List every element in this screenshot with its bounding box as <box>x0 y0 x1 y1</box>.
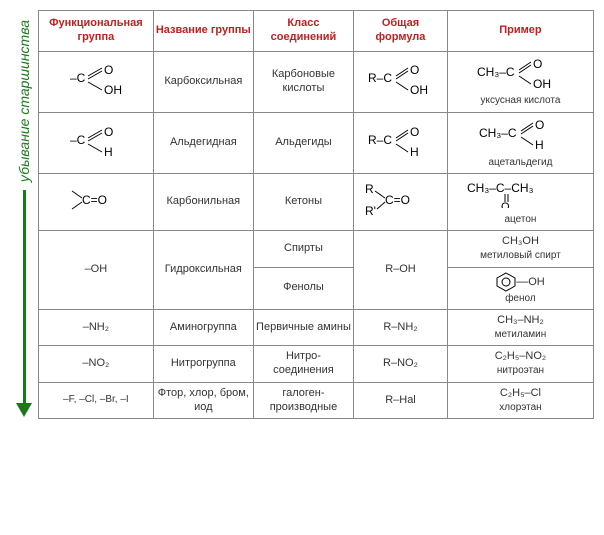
cell-general: R–Hal <box>354 382 448 419</box>
cell-group-name: Альдегидная <box>153 112 253 173</box>
functional-groups-table: Функциональная группа Название группы Кл… <box>38 10 594 419</box>
cell-func-group: C=O <box>39 174 154 231</box>
svg-text:H: H <box>535 138 544 151</box>
example-caption: метиловый спирт <box>450 250 591 263</box>
header-compound-class: Класс соединений <box>253 11 353 52</box>
example-formula: CH₃OH <box>450 235 591 249</box>
example-caption: фенол <box>450 293 591 306</box>
cell-func-group: –F, –Cl, –Br, –I <box>39 382 154 419</box>
example-caption: хлорэтан <box>450 402 591 415</box>
cell-example: CH₃–C O OH уксусная кислота <box>447 51 593 112</box>
svg-text:CH₃–C–CH₃: CH₃–C–CH₃ <box>467 181 534 195</box>
header-group-name: Название группы <box>153 11 253 52</box>
cell-func-group: –NO₂ <box>39 346 154 383</box>
example-caption: метиламин <box>450 329 591 342</box>
cell-general: R R' C=O <box>354 174 448 231</box>
cell-class-name: Фенолы <box>253 267 353 310</box>
cell-group-name: Карбонильная <box>153 174 253 231</box>
cell-class-name: Карбоновые кислоты <box>253 51 353 112</box>
svg-text:C=O: C=O <box>385 193 410 207</box>
cell-general: R–NO₂ <box>354 346 448 383</box>
svg-text:–C: –C <box>70 71 86 85</box>
example-formula: CH₃–NH₂ <box>450 314 591 328</box>
svg-text:O: O <box>501 201 510 208</box>
row-nitro: –NO₂ Нитрогруппа Нитро-соединения R–NO₂ … <box>39 346 594 383</box>
phenol-oh: OH <box>528 275 545 287</box>
cell-example: C₂H₅–NO₂ нитроэтан <box>447 346 593 383</box>
svg-text:R–C: R–C <box>368 71 392 85</box>
svg-text:O: O <box>410 125 419 139</box>
arrow-label: убывание старшинства <box>16 20 32 182</box>
cell-class-name: галоген-производные <box>253 382 353 419</box>
cell-general: R–OH <box>354 231 448 310</box>
cell-group-name: Карбоксильная <box>153 51 253 112</box>
example-formula: C₂H₅–NO₂ <box>450 350 591 364</box>
example-caption: уксусная кислота <box>450 95 591 108</box>
benzene-icon <box>496 272 516 292</box>
table-header-row: Функциональная группа Название группы Кл… <box>39 11 594 52</box>
row-halogen: –F, –Cl, –Br, –I Фтор, хлор, бром, иод г… <box>39 382 594 419</box>
svg-text:C=O: C=O <box>82 193 107 207</box>
cell-func-group: –C O OH <box>39 51 154 112</box>
cell-class-name: Нитро-соединения <box>253 346 353 383</box>
svg-text:O: O <box>535 118 544 132</box>
cell-group-name: Аминогруппа <box>153 310 253 346</box>
svg-text:R': R' <box>365 204 376 217</box>
cell-group-name: Гидроксильная <box>153 231 253 310</box>
cooh-icon: –C O OH <box>68 62 124 96</box>
cell-func-group: –C O H <box>39 112 154 173</box>
seniority-arrow: убывание старшинства <box>10 10 38 419</box>
example-caption: нитроэтан <box>450 365 591 378</box>
row-amino: –NH₂ Аминогруппа Первичные амины R–NH₂ C… <box>39 310 594 346</box>
cell-class-name: Альдегиды <box>253 112 353 173</box>
svg-text:O: O <box>104 125 113 139</box>
cell-example: CH₃–C–CH₃ O ацетон <box>447 174 593 231</box>
cell-group-name: Нитрогруппа <box>153 346 253 383</box>
svg-text:CH₃–C: CH₃–C <box>477 65 515 79</box>
cell-example: —OH фенол <box>447 267 593 310</box>
example-caption: ацетальдегид <box>450 157 591 170</box>
svg-text:H: H <box>104 145 113 158</box>
svg-text:R: R <box>365 183 374 196</box>
svg-text:OH: OH <box>104 83 122 96</box>
cell-example: CH₃–C O H ацетальдегид <box>447 112 593 173</box>
cell-class-name: Кетоны <box>253 174 353 231</box>
svg-text:O: O <box>533 57 542 71</box>
svg-text:R–C: R–C <box>368 133 392 147</box>
svg-text:OH: OH <box>410 83 428 96</box>
cell-class-name: Первичные амины <box>253 310 353 346</box>
cell-general: R–C O H <box>354 112 448 173</box>
svg-text:O: O <box>410 63 419 77</box>
cell-example: CH₃OH метиловый спирт <box>447 231 593 267</box>
cell-general: R–C O OH <box>354 51 448 112</box>
cell-general: R–NH₂ <box>354 310 448 346</box>
header-general-formula: Общая формула <box>354 11 448 52</box>
header-functional-group: Функциональная группа <box>39 11 154 52</box>
svg-text:CH₃–C: CH₃–C <box>479 126 517 140</box>
example-formula: C₂H₅–Cl <box>450 387 591 401</box>
example-caption: ацетон <box>450 214 591 227</box>
cell-func-group: –NH₂ <box>39 310 154 346</box>
svg-text:OH: OH <box>533 77 551 90</box>
cell-example: CH₃–NH₂ метиламин <box>447 310 593 346</box>
svg-text:O: O <box>104 63 113 77</box>
cell-class-name: Спирты <box>253 231 353 267</box>
cell-group-name: Фтор, хлор, бром, иод <box>153 382 253 419</box>
cell-example: C₂H₅–Cl хлорэтан <box>447 382 593 419</box>
row-carbonyl: C=O Карбонильная Кетоны R R' C=O <box>39 174 594 231</box>
cell-func-group: –OH <box>39 231 154 310</box>
svg-text:–C: –C <box>70 133 86 147</box>
row-hydroxyl-alcohol: –OH Гидроксильная Спирты R–OH CH₃OH мети… <box>39 231 594 267</box>
row-aldehyde: –C O H Альдегидная Альдегиды R–C O <box>39 112 594 173</box>
row-carboxyl: –C O OH Карбоксильная Карбоновые кислоты… <box>39 51 594 112</box>
header-example: Пример <box>447 11 593 52</box>
svg-text:H: H <box>410 145 419 158</box>
